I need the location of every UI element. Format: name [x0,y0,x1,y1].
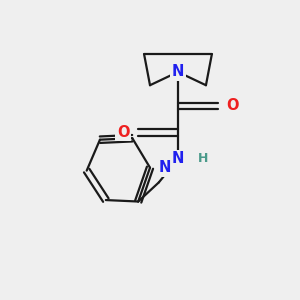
Text: O: O [226,98,239,113]
Text: N: N [158,160,171,175]
Text: H: H [198,152,208,165]
Text: N: N [172,64,184,80]
Text: O: O [117,125,129,140]
Text: N: N [172,151,184,166]
